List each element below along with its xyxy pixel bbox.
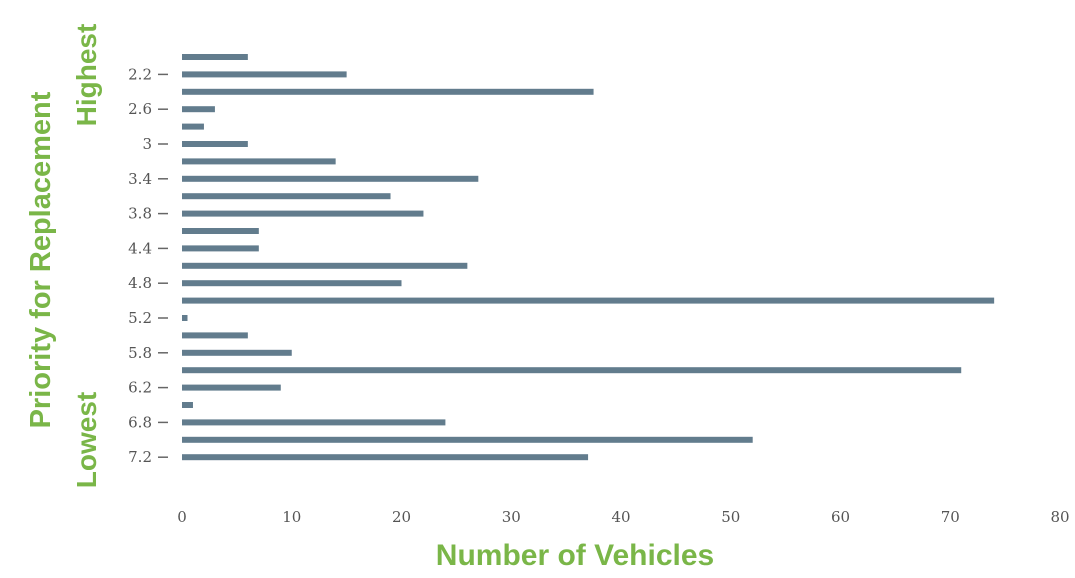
y-axis-title: Priority for Replacement	[25, 91, 57, 428]
bar-9	[182, 210, 424, 217]
bar-18	[182, 367, 962, 374]
x-tick-label: 40	[611, 508, 630, 526]
bar-11	[182, 245, 259, 252]
y-tick-label: 6.2	[128, 379, 152, 397]
x-tick-label: 50	[721, 508, 740, 526]
bar-6	[182, 158, 336, 165]
bar-10	[182, 228, 259, 234]
bar-4	[182, 123, 204, 130]
y-tick-label: 5.8	[128, 344, 152, 362]
bar-23	[182, 454, 589, 461]
y-tick-label: 3.4	[128, 170, 152, 188]
bar-19	[182, 384, 281, 391]
bar-20	[182, 402, 193, 408]
x-tick-label: 10	[282, 508, 301, 526]
x-tick-labels: 0 10 20 30 40 50 60 70 80	[177, 508, 1069, 526]
y-tick-label: 7.2	[128, 448, 152, 466]
bar-5	[182, 141, 248, 147]
y-tick-label: 5.2	[128, 309, 152, 327]
y-tick-label: 2.6	[128, 100, 152, 118]
bar-12	[182, 262, 468, 269]
bar-0	[182, 54, 248, 60]
bar-13	[182, 280, 402, 287]
y-tick-label: 2.2	[128, 65, 152, 83]
bar-1	[182, 71, 347, 78]
y-tick-label: 3.8	[128, 205, 152, 223]
bar-16	[182, 332, 248, 339]
bar-17	[182, 349, 292, 356]
y-tick-label: 4.4	[128, 239, 152, 257]
x-tick-label: 80	[1050, 508, 1069, 526]
bar-15	[182, 315, 188, 321]
x-axis-title: Number of Vehicles	[436, 539, 714, 572]
x-tick-label: 0	[177, 508, 187, 526]
bar-2	[182, 88, 594, 95]
bar-22	[182, 436, 753, 443]
bar-21	[182, 419, 446, 426]
bar-8	[182, 193, 391, 200]
y-tick-label: 4.8	[128, 274, 152, 292]
y-tick-labels: 2.2 2.6 3 3.4 3.8 4.4 4.8 5.2 5.8 6.2 6.8 7.2	[128, 65, 168, 466]
y-axis-highest-label: Highest	[71, 24, 102, 127]
bars-group	[182, 54, 995, 461]
y-tick-label: 6.8	[128, 413, 152, 431]
bar-14	[182, 297, 995, 304]
x-tick-label: 20	[392, 508, 411, 526]
y-axis-lowest-label: Lowest	[71, 392, 102, 488]
x-tick-label: 30	[502, 508, 521, 526]
y-tick-label: 3	[142, 135, 152, 153]
bar-7	[182, 175, 479, 182]
bar-3	[182, 106, 215, 113]
x-tick-label: 60	[831, 508, 850, 526]
x-tick-label: 70	[941, 508, 960, 526]
